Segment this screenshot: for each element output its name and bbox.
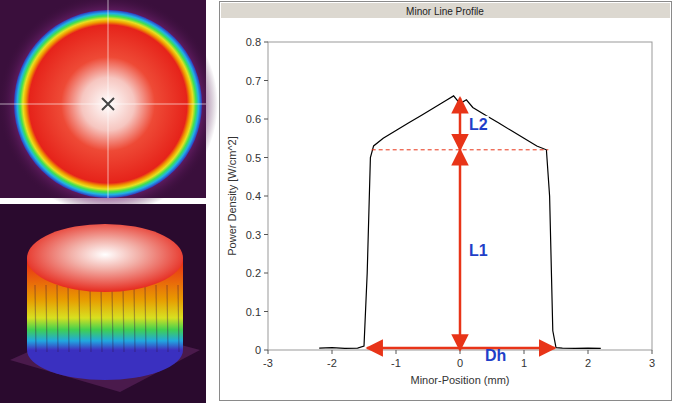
tick-label: 0: [457, 357, 463, 369]
tick-label: 0.1: [246, 306, 261, 318]
tick-label: 0.3: [246, 229, 261, 241]
width-arrow: [367, 347, 555, 350]
tick-mark: [264, 80, 268, 81]
annotation-label: L2: [469, 116, 488, 133]
cylinder-top: [27, 224, 183, 292]
title: Minor Line Profile: [406, 6, 484, 17]
image-background: [0, 204, 206, 403]
tick-label: 0.7: [246, 75, 261, 87]
tick-label: -1: [391, 357, 401, 369]
cylinder-stripe: [134, 285, 135, 352]
tick-label: 3: [649, 357, 655, 369]
tick-mark: [264, 273, 268, 274]
crosshair: [0, 104, 206, 105]
tick-mark: [396, 350, 397, 354]
tick-label: 2: [585, 357, 591, 369]
title-bar: [221, 3, 670, 18]
tick-mark: [652, 350, 653, 354]
y-axis-title: Power Density [W/cm^2]: [226, 136, 238, 255]
tick-label: 0: [255, 344, 261, 356]
tick-mark: [524, 350, 525, 354]
tick-mark: [264, 234, 268, 235]
x-axis-title: Minor-Position (mm): [410, 374, 509, 386]
cylinder-stripe: [167, 285, 168, 352]
beam-halo: [0, 0, 218, 214]
cylinder-stripe: [112, 285, 113, 352]
cylinder-stripe: [35, 285, 36, 352]
label-patch: [468, 116, 489, 133]
tick-label: 0.6: [246, 113, 261, 125]
tick-mark: [264, 119, 268, 120]
tick-mark: [264, 42, 268, 43]
tick-label: -3: [263, 357, 273, 369]
tick-mark: [460, 350, 461, 354]
tick-mark: [264, 311, 268, 312]
cylinder-stripe: [101, 285, 102, 352]
cylinder-stripe: [178, 285, 179, 352]
tick-label: -2: [327, 357, 337, 369]
cylinder-stripe: [145, 285, 146, 352]
plot-frame: [268, 42, 652, 350]
tick-mark: [264, 196, 268, 197]
tick-label: 0.5: [246, 152, 261, 164]
cylinder-stripe: [90, 285, 91, 352]
height-arrow: [459, 150, 462, 350]
cylinder-stripe: [46, 285, 47, 352]
tick-mark: [588, 350, 589, 354]
cylinder-stripe: [68, 285, 69, 352]
tick-mark: [264, 350, 268, 351]
tick-label: 0.8: [246, 36, 261, 48]
cylinder-stripe: [156, 285, 157, 352]
height-arrow: [459, 98, 462, 150]
tick-mark: [268, 350, 269, 354]
page: Minor Line Profile 0 0.1 0.2 0.3 0.4 0.5 0.6 0.7…: [0, 0, 674, 403]
annotation-label: L1: [469, 242, 488, 259]
cylinder-stripe: [79, 285, 80, 352]
tick-mark: [332, 350, 333, 354]
cylinder-stripe: [123, 285, 124, 352]
crosshair: [108, 0, 109, 198]
tick-label: 1: [521, 357, 527, 369]
tick-label: 0.4: [246, 190, 261, 202]
annotation-label: Dh: [485, 347, 506, 364]
tick-mark: [264, 157, 268, 158]
center-mark: [102, 98, 114, 110]
tick-label: 0.2: [246, 267, 261, 279]
cylinder-stripe: [57, 285, 58, 352]
panel-frame: [220, 2, 672, 401]
label-patch: [468, 242, 489, 259]
